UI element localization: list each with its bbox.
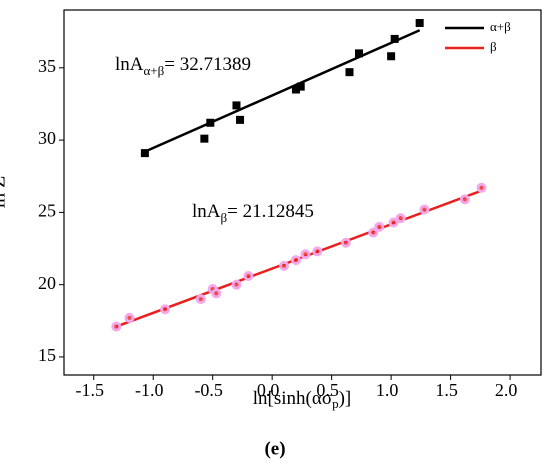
point bbox=[200, 134, 209, 143]
annotation-end: = 21.12845 bbox=[227, 201, 314, 222]
point bbox=[388, 217, 399, 228]
plot-frame bbox=[63, 9, 542, 376]
x-tick-label: -0.5 bbox=[194, 380, 223, 400]
fit-line bbox=[144, 29, 421, 153]
point bbox=[236, 115, 245, 124]
point bbox=[160, 304, 171, 315]
point bbox=[374, 221, 385, 232]
point bbox=[312, 246, 323, 257]
point bbox=[415, 19, 424, 28]
annotation-main: lnA bbox=[192, 201, 221, 222]
point bbox=[195, 294, 206, 305]
point bbox=[368, 227, 379, 238]
y-tick-label: 15 bbox=[38, 345, 56, 365]
point bbox=[345, 68, 354, 77]
point bbox=[290, 255, 301, 266]
point bbox=[355, 49, 364, 58]
y-tick-label: 20 bbox=[38, 273, 56, 293]
legend-label: β bbox=[490, 39, 497, 54]
y-axis-label: ln Z bbox=[0, 176, 10, 209]
point bbox=[211, 288, 222, 299]
x-tick-label: -1.5 bbox=[75, 380, 104, 400]
x-label-main: ln[sinh(ασ bbox=[253, 388, 332, 409]
point bbox=[340, 237, 351, 248]
x-axis-label: ln[sinh(ασp)] bbox=[253, 388, 351, 411]
x-label-end: )] bbox=[339, 388, 352, 409]
point bbox=[419, 204, 430, 215]
x-tick-label: 1.0 bbox=[376, 380, 399, 400]
x-tick-label: -1.0 bbox=[135, 380, 164, 400]
caption: (e) bbox=[264, 438, 285, 459]
point bbox=[232, 101, 241, 110]
point bbox=[390, 34, 399, 43]
point bbox=[124, 312, 135, 323]
y-tick-label: 35 bbox=[38, 56, 56, 76]
point bbox=[111, 321, 122, 332]
x-tick-label: 1.5 bbox=[435, 380, 458, 400]
x-tick-label: 2.0 bbox=[495, 380, 518, 400]
legend-label: α+β bbox=[490, 19, 511, 34]
annotation: lnAβ= 21.12845 bbox=[192, 201, 314, 225]
point bbox=[395, 213, 406, 224]
y-tick-label: 30 bbox=[38, 128, 56, 148]
annotation-sub: α+β bbox=[144, 63, 165, 78]
point bbox=[231, 279, 242, 290]
point bbox=[140, 149, 149, 158]
point bbox=[459, 194, 470, 205]
point bbox=[387, 52, 396, 61]
x-tick-label: 0.0 bbox=[257, 380, 280, 400]
annotation-main: lnA bbox=[115, 54, 144, 75]
point bbox=[206, 118, 215, 127]
point bbox=[279, 260, 290, 271]
y-tick-label: 25 bbox=[38, 201, 56, 221]
point bbox=[476, 182, 487, 193]
annotation-end: = 32.71389 bbox=[164, 54, 251, 75]
point bbox=[296, 82, 305, 91]
annotation-sub: β bbox=[221, 210, 228, 225]
point bbox=[291, 85, 300, 94]
x-tick-label: 0.5 bbox=[316, 380, 339, 400]
point bbox=[300, 249, 311, 260]
x-label-sub: p bbox=[332, 396, 339, 411]
annotation: lnAα+β= 32.71389 bbox=[115, 54, 251, 78]
point bbox=[243, 270, 254, 281]
